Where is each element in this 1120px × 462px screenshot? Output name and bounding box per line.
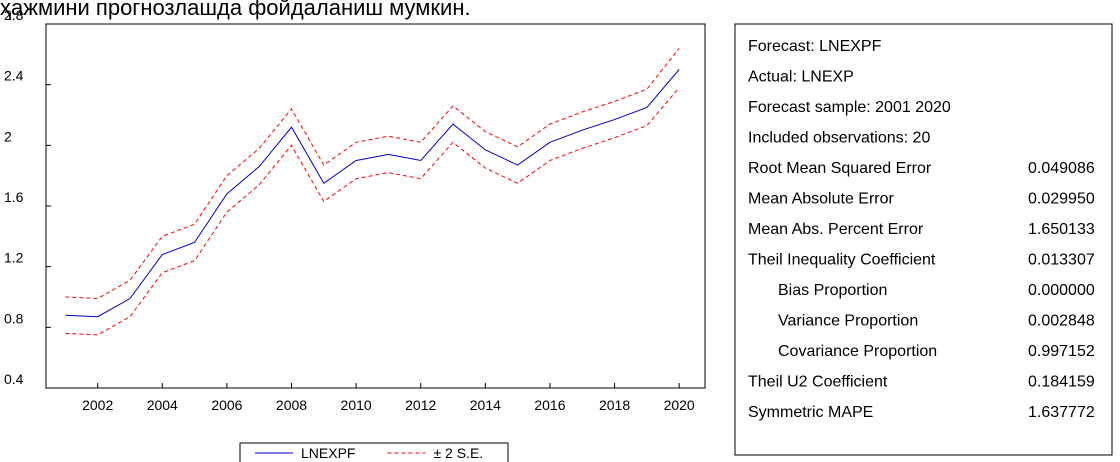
stat-value: 0.049086	[1028, 160, 1095, 177]
x-tick-label: 2002	[82, 397, 113, 413]
x-tick-label: 2008	[276, 397, 307, 413]
stat-value: 0.002848	[1028, 313, 1095, 330]
stat-label: Bias Proportion	[778, 282, 887, 299]
x-tick-label: 2004	[147, 397, 178, 413]
stat-value: 0.184159	[1028, 374, 1095, 391]
x-tick-label: 2006	[211, 397, 242, 413]
y-tick-label: 1.6	[4, 189, 24, 205]
y-tick-label: 1.2	[4, 250, 24, 266]
y-tick-label: 2.4	[4, 68, 24, 84]
plot-frame	[45, 23, 706, 389]
stat-header: Forecast: LNEXPF	[748, 38, 882, 55]
stat-label: Variance Proportion	[778, 313, 918, 330]
stat-header: Actual: LNEXP	[748, 69, 854, 86]
top-text: ҳажмини прогнозлашда фойдаланиш мумкин.	[0, 0, 471, 20]
y-tick-label: 0.4	[4, 371, 24, 387]
stat-label: Symmetric MAPE	[748, 404, 873, 421]
series-line	[65, 87, 680, 336]
x-tick-label: 2014	[470, 397, 501, 413]
stat-header: Included observations: 20	[748, 130, 930, 147]
stat-header: Forecast sample: 2001 2020	[748, 99, 951, 116]
x-tick-label: 2016	[534, 397, 565, 413]
stat-value: 0.013307	[1028, 252, 1095, 269]
y-tick-label: 2.8	[4, 7, 24, 23]
stat-label: Mean Abs. Percent Error	[748, 221, 924, 238]
x-tick-label: 2020	[664, 397, 695, 413]
y-tick-label: 0.8	[4, 310, 24, 326]
stat-value: 1.650133	[1028, 221, 1095, 238]
series-line	[65, 47, 680, 300]
series-line	[65, 69, 680, 318]
stat-label: Root Mean Squared Error	[748, 160, 932, 177]
stat-value: 0.029950	[1028, 191, 1095, 208]
y-tick-label: 2	[4, 128, 12, 144]
legend-box	[239, 442, 509, 462]
stat-label: Covariance Proportion	[778, 343, 937, 360]
legend-label: ± 2 S.E.	[433, 445, 483, 461]
stat-label: Theil U2 Coefficient	[748, 374, 888, 391]
stat-value: 1.637772	[1028, 404, 1095, 421]
x-tick-label: 2010	[341, 397, 372, 413]
stat-value: 0.000000	[1028, 282, 1095, 299]
x-tick-label: 2018	[599, 397, 630, 413]
x-tick-label: 2012	[405, 397, 436, 413]
stats-box	[734, 23, 1113, 456]
stat-label: Mean Absolute Error	[748, 191, 895, 208]
stat-label: Theil Inequality Coefficient	[748, 252, 936, 269]
stat-value: 0.997152	[1028, 343, 1095, 360]
legend-label: LNEXPF	[301, 445, 355, 461]
